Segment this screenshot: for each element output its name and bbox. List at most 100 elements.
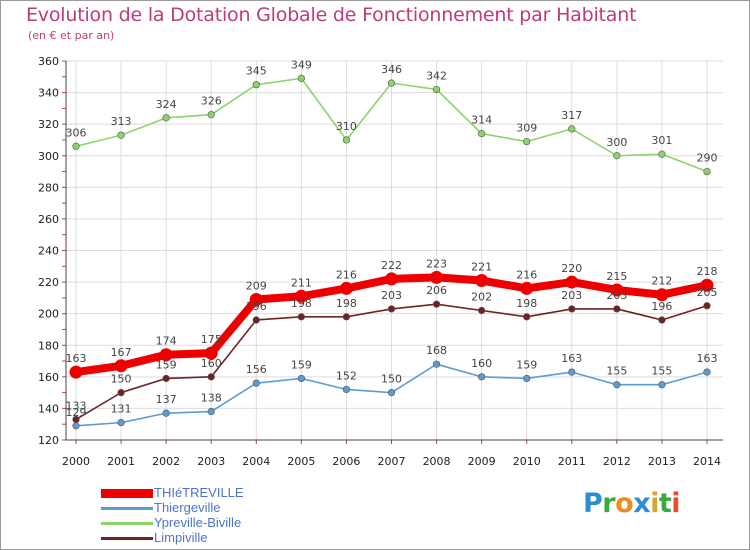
data-label: 198 — [291, 297, 312, 310]
data-label: 309 — [516, 122, 537, 135]
data-label: 159 — [516, 358, 537, 371]
data-point — [655, 288, 669, 302]
legend-label: Ypreville-Biville — [154, 515, 242, 530]
data-label: 138 — [201, 392, 222, 405]
data-label: 317 — [561, 109, 582, 122]
x-tick-label: 2003 — [197, 455, 225, 468]
data-point — [658, 381, 666, 389]
data-label: 218 — [697, 265, 718, 278]
data-point — [297, 313, 305, 321]
data-label: 152 — [336, 369, 357, 382]
data-point — [114, 359, 128, 373]
data-point — [703, 167, 711, 176]
data-label: 222 — [381, 259, 402, 272]
data-point — [523, 313, 531, 321]
data-label: 326 — [201, 95, 222, 108]
y-tick-label: 220 — [38, 276, 59, 289]
data-point — [342, 136, 351, 144]
data-label: 203 — [381, 289, 402, 302]
y-tick-label: 200 — [38, 308, 59, 321]
data-point — [162, 374, 170, 383]
data-label: 215 — [606, 270, 627, 283]
data-label: 216 — [336, 268, 357, 281]
data-label: 342 — [426, 69, 447, 82]
data-label: 156 — [246, 363, 267, 376]
y-tick-label: 180 — [38, 339, 59, 352]
data-label: 349 — [291, 58, 312, 71]
data-label: 174 — [156, 335, 177, 348]
y-tick-label: 360 — [38, 55, 59, 68]
data-label: 155 — [651, 365, 672, 378]
logo-letter: i — [671, 488, 681, 519]
data-point — [249, 292, 263, 306]
data-point — [658, 316, 666, 324]
data-point — [478, 306, 486, 315]
data-point — [568, 368, 576, 376]
data-point — [613, 305, 621, 313]
data-point — [523, 374, 531, 383]
legend-swatch — [101, 522, 153, 525]
y-tick-label: 340 — [38, 87, 59, 100]
data-point — [159, 348, 173, 362]
data-label: 306 — [66, 126, 87, 139]
y-tick-label: 260 — [38, 213, 59, 226]
y-tick-label: 320 — [38, 118, 59, 131]
x-tick-label: 2012 — [603, 455, 631, 468]
data-point — [478, 130, 486, 138]
data-label: 346 — [381, 63, 402, 76]
legend-swatch — [101, 507, 153, 510]
legend-label: THIéTREVILLE — [154, 485, 244, 500]
data-point — [72, 142, 80, 150]
data-label: 198 — [336, 297, 357, 310]
data-point — [387, 305, 396, 313]
chart-subtitle: (en € et par an) — [28, 29, 115, 42]
data-label: 206 — [426, 284, 447, 297]
data-point — [207, 111, 215, 119]
data-point — [252, 316, 260, 324]
logo-letter: t — [658, 488, 672, 519]
data-point — [207, 407, 215, 416]
data-point — [252, 81, 260, 89]
data-label: 196 — [246, 300, 267, 313]
logo-letter: x — [633, 488, 651, 519]
data-label: 301 — [651, 134, 672, 147]
data-label: 313 — [111, 115, 132, 128]
logo-letter: r — [602, 488, 616, 519]
x-tick-label: 2004 — [242, 455, 270, 468]
legend-item: THIéTREVILLE — [101, 485, 361, 501]
data-point — [430, 270, 444, 284]
x-tick-label: 2010 — [513, 455, 541, 468]
x-tick-label: 2011 — [558, 455, 586, 468]
data-point — [72, 415, 80, 424]
data-label: 150 — [111, 373, 132, 386]
data-point — [117, 419, 125, 427]
data-point — [613, 381, 621, 389]
data-point — [117, 131, 125, 139]
data-label: 159 — [291, 358, 312, 371]
data-point — [72, 422, 80, 430]
data-label: 324 — [156, 98, 177, 111]
data-label: 160 — [201, 357, 222, 370]
data-label: 168 — [426, 344, 447, 357]
data-point — [565, 275, 579, 289]
data-label: 310 — [336, 120, 357, 133]
x-tick-label: 2006 — [332, 455, 360, 468]
data-point — [297, 74, 305, 82]
data-point — [520, 281, 534, 295]
data-label: 203 — [561, 289, 582, 302]
y-tick-label: 280 — [38, 181, 59, 194]
data-label: 220 — [561, 262, 582, 275]
data-point — [658, 150, 666, 158]
data-point — [294, 289, 308, 303]
data-label: 223 — [426, 257, 447, 270]
data-point — [568, 305, 576, 313]
data-label: 163 — [561, 352, 582, 365]
data-label: 175 — [201, 333, 222, 346]
data-point — [387, 79, 396, 87]
data-point — [339, 281, 353, 295]
x-tick-label: 2008 — [423, 455, 451, 468]
legend-item: Limpiville — [101, 530, 361, 546]
data-point — [387, 389, 396, 397]
data-point — [252, 379, 260, 387]
